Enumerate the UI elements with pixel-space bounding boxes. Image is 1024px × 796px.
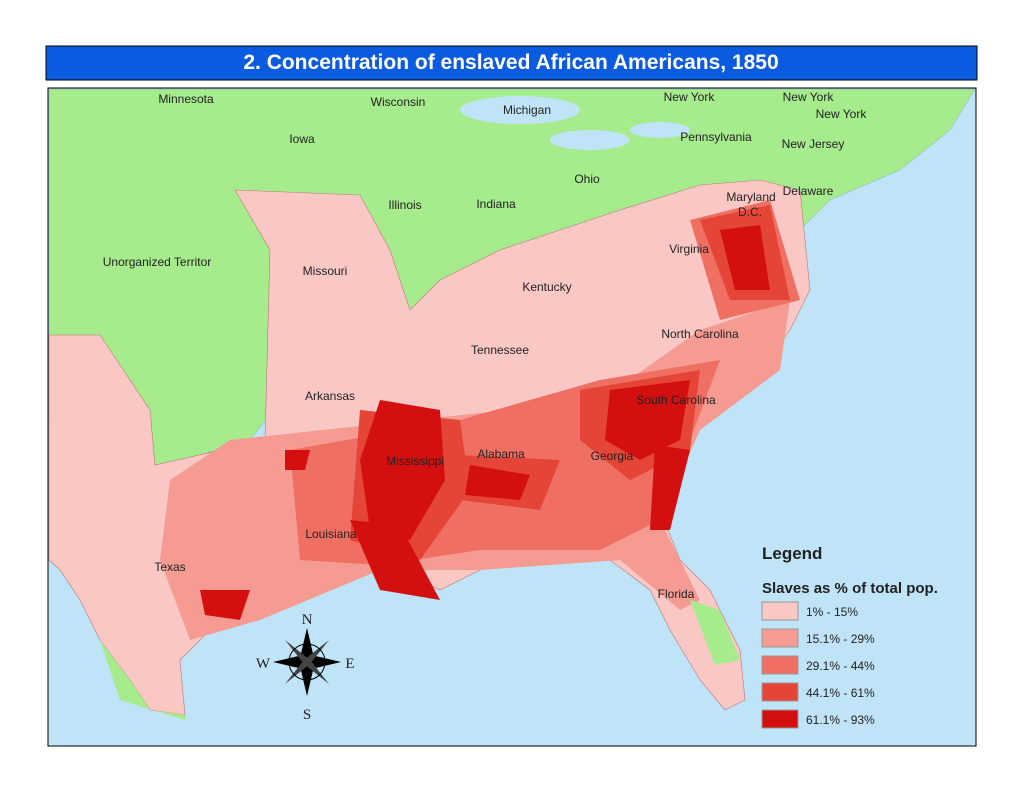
state-label: Georgia (591, 449, 634, 463)
legend-label: 61.1% - 93% (806, 713, 875, 727)
compass-ring (288, 643, 326, 681)
free-area (100, 640, 185, 720)
region (605, 380, 690, 460)
legend-swatch (761, 601, 799, 621)
state-label: Ohio (574, 172, 600, 186)
state-label: New York (664, 90, 716, 104)
region (360, 400, 445, 540)
compass-n: N (302, 612, 313, 628)
legend: Legend Slaves as % of total pop. 1% - 15… (761, 544, 938, 729)
lake (460, 96, 580, 124)
region (650, 445, 690, 530)
compass-s: S (303, 707, 311, 723)
state-label: Arkansas (305, 389, 355, 403)
legend-label: 15.1% - 29% (806, 632, 875, 646)
title: 2. Concentration of enslaved African Ame… (243, 51, 778, 74)
state-label: Iowa (289, 132, 315, 146)
lake (550, 130, 630, 150)
state-label: Maryland (726, 190, 775, 204)
region-highest (200, 225, 770, 620)
legend-swatch (761, 628, 799, 648)
state-label: Louisiana (305, 527, 357, 541)
state-label: Unorganized Territor (103, 255, 212, 269)
legend-title: Legend (762, 544, 822, 563)
region (720, 225, 770, 290)
state-label: Alabama (477, 447, 525, 461)
region (465, 465, 530, 500)
state-label: Mississippi (386, 454, 444, 468)
state-label: New Jersey (782, 137, 845, 151)
compass-star (285, 640, 329, 684)
state-label: Kentucky (522, 280, 571, 294)
state-label: Delaware (783, 184, 834, 198)
state-label: Michigan (503, 103, 551, 117)
state-label: Minnesota (158, 92, 214, 106)
state-label: Texas (154, 560, 185, 574)
state-label: Tennessee (471, 343, 529, 357)
region (350, 520, 440, 600)
state-label: Florida (658, 587, 695, 601)
free-area (690, 600, 740, 665)
legend-swatch (761, 655, 799, 675)
state-label: New York (783, 90, 835, 104)
region (285, 450, 310, 470)
state-label: Missouri (303, 264, 348, 278)
state-label: Illinois (388, 198, 421, 212)
state-label: New York (816, 107, 868, 121)
compass: N E S W (256, 612, 355, 723)
state-label: South Carolina (636, 393, 716, 407)
state-label: Indiana (476, 197, 516, 211)
compass-w: W (256, 656, 271, 672)
legend-label: 29.1% - 44% (806, 659, 875, 673)
legend-label: 1% - 15% (806, 605, 858, 619)
legend-swatch (761, 709, 799, 729)
state-label: Virginia (669, 242, 709, 256)
state-label: Pennsylvania (680, 130, 752, 144)
region (200, 590, 250, 620)
state-labels: Minnesota Wisconsin Michigan New York Ne… (103, 90, 868, 601)
compass-e: E (345, 656, 354, 672)
lake (630, 122, 690, 138)
legend-label: 44.1% - 61% (806, 686, 875, 700)
title-bar (45, 45, 978, 81)
state-label: Wisconsin (371, 95, 426, 109)
state-label: D.C. (738, 205, 762, 219)
state-label: North Carolina (661, 327, 739, 341)
legend-subtitle: Slaves as % of total pop. (762, 580, 938, 597)
land (48, 88, 976, 720)
legend-swatch (761, 682, 799, 702)
